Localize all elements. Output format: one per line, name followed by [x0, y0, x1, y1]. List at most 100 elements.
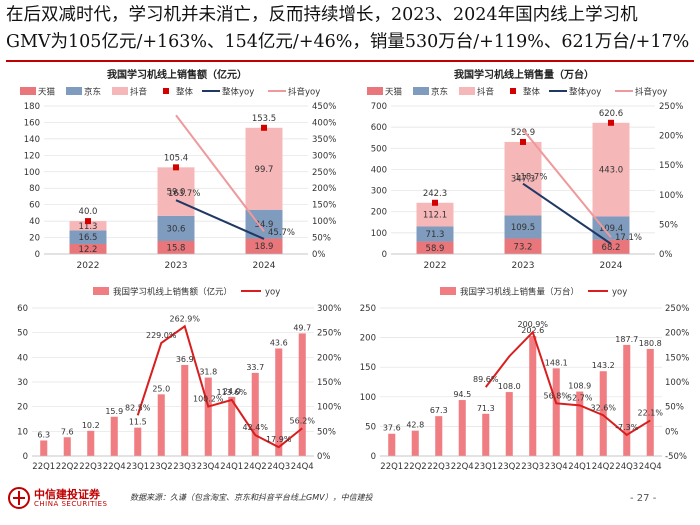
bar-tmall — [245, 238, 283, 254]
legend-swatch — [112, 87, 128, 95]
label-douyin: 347.3 — [511, 175, 535, 185]
chart-quarterly-sales-amount-svg: 我国学习机线上销售额（亿元） yoy 0 10 20 30 40 50 60 0% 50% 100% 1… — [17, 287, 341, 473]
bar-value — [275, 348, 283, 456]
y2-tick-label: 100% — [659, 191, 683, 201]
legend-label: yoy — [265, 288, 280, 298]
bar-value — [134, 427, 142, 456]
x-tick-label: 24Q4 — [291, 462, 314, 472]
bar-jd — [416, 226, 454, 242]
bar-label: 42.8 — [406, 421, 424, 430]
bar-tmall — [157, 241, 195, 254]
bar-label: 25.0 — [152, 384, 170, 393]
logo-icon — [8, 487, 30, 509]
bar-value — [552, 368, 560, 456]
bar-label: 6.3 — [37, 430, 50, 439]
yoy-label: 89.6% — [473, 375, 499, 384]
title-line-1: 在后双减时代，学习机并未消亡，反而持续增长，2023、2024年国内线上学习机 — [6, 5, 638, 25]
total-marker — [520, 138, 526, 145]
bar-jd — [592, 216, 630, 240]
legend-label: 京东 — [431, 87, 448, 98]
y-tick-label: 100 — [371, 229, 387, 239]
label-tmall: 73.2 — [514, 242, 533, 252]
y-tick-label: 60 — [17, 304, 28, 314]
bar-value — [87, 430, 95, 456]
bar-label: 94.5 — [453, 390, 471, 399]
chart-annual-sales-volume: 我国学习机线上销售量（万台） 天猫 京东 抖音 整体 整体yoy 抖音yoy 0 100 200 3… — [355, 66, 693, 284]
bar-label: 187.7 — [615, 335, 638, 344]
y2-tick-label: 150% — [317, 378, 341, 388]
x-tick-label: 22Q1 — [380, 462, 403, 472]
y2-tick-label: 50% — [659, 220, 678, 230]
yoy-label: 262.9% — [169, 314, 200, 323]
x-tick-label: 23Q3 — [521, 462, 544, 472]
bar-jd — [69, 230, 107, 244]
x-tick-label: 23Q4 — [545, 462, 568, 472]
y2-tick-label: 0% — [312, 250, 326, 260]
x-tick-label: 22Q3 — [79, 462, 102, 472]
label-jd: 34.9 — [255, 220, 274, 230]
legend-label: 整体yoy — [222, 87, 254, 98]
y2-tick-label: 0% — [317, 452, 331, 462]
label-tmall: 12.2 — [79, 245, 98, 255]
y-tick-label: 160 — [24, 118, 40, 128]
bar-value — [482, 413, 490, 456]
legend-label: 抖音yoy — [635, 87, 667, 98]
label-tmall: 18.9 — [255, 242, 274, 252]
x-tick-label: 24Q2 — [244, 462, 267, 472]
y-tick-label: 100 — [360, 393, 376, 403]
legend-label: 天猫 — [38, 87, 56, 98]
yoy-label: 42.4% — [243, 423, 269, 432]
legend-label: 京东 — [84, 87, 101, 98]
yoy-label: 56.2% — [290, 416, 316, 425]
legend-swatch — [510, 88, 516, 94]
label-jd: 109.4 — [599, 224, 623, 234]
y-tick-label: 250 — [360, 304, 376, 314]
yoy-label: 52.7% — [567, 393, 593, 402]
x-tick-label: 24Q3 — [615, 462, 638, 472]
yoy-label: 56.8% — [544, 391, 570, 400]
y2-tick-label: 350% — [312, 135, 336, 145]
page-number: - 27 - — [630, 493, 657, 504]
title-divider — [6, 60, 694, 62]
legend-swatch — [459, 87, 475, 95]
label-douyin: 11.3 — [79, 222, 98, 232]
chart-quarterly-sales-volume: 我国学习机线上销售量（万台） yoy 0 50 100 150 200 250 -50% 0% 50… — [352, 280, 698, 480]
label-jd: 109.5 — [511, 223, 535, 233]
bar-label: 31.8 — [199, 368, 217, 377]
y2-tick-label: 300% — [317, 304, 341, 314]
bar-value — [204, 377, 212, 456]
legend-swatch — [163, 88, 169, 94]
douyin-yoy-line — [522, 129, 612, 239]
chart-quarterly-sales-amount: 我国学习机线上销售额（亿元） yoy 0 10 20 30 40 50 60 0% 50% 100% 1… — [8, 280, 348, 480]
yoy-label: -7.3% — [615, 423, 639, 432]
chart-title: 我国学习机线上销售量（万台） — [454, 68, 594, 81]
bar-label: 33.7 — [246, 363, 264, 372]
y2-tick-label: 200% — [659, 132, 683, 142]
bar-value — [576, 391, 584, 456]
bar-label: 10.2 — [82, 421, 100, 430]
bar-value — [529, 336, 537, 456]
total-label: 105.4 — [164, 153, 188, 163]
y-tick-label: 700 — [371, 102, 387, 112]
bar-value — [251, 372, 259, 456]
y2-tick-label: 250% — [665, 304, 689, 314]
bar-tmall — [416, 241, 454, 254]
label-jd: 30.6 — [167, 224, 186, 234]
label-douyin: 443.0 — [599, 166, 623, 176]
label-douyin: 99.7 — [255, 165, 274, 175]
legend-label: 整体 — [523, 87, 541, 98]
x-tick-label: 2024 — [600, 261, 623, 271]
y2-tick-label: 150% — [659, 161, 683, 171]
y-tick-label: 40 — [29, 217, 40, 227]
x-tick-label: 24Q2 — [592, 462, 615, 472]
bar-label: 37.6 — [383, 424, 401, 433]
y2-tick-label: 250% — [659, 102, 683, 112]
y2-tick-label: 0% — [659, 250, 673, 260]
bar-douyin — [69, 221, 107, 231]
bar-value — [110, 416, 118, 456]
yoy-label: 22.1% — [638, 408, 664, 417]
label-jd: 16.5 — [79, 233, 98, 243]
chart-annual-sales-amount-svg: 我国学习机线上销售额（亿元） 天猫 京东 抖音 整体 整体yoy 抖音yoy 0 20 40 60 8… — [20, 68, 336, 271]
y2-tick-label: 250% — [312, 168, 336, 178]
yoy-line — [136, 324, 303, 449]
